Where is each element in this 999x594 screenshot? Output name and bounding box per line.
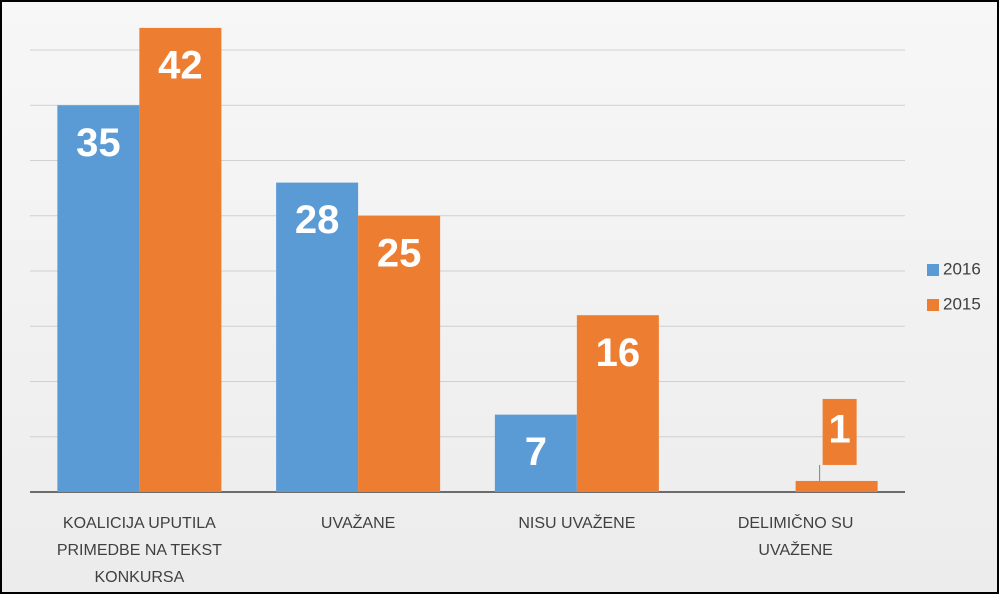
- bar: [276, 182, 359, 492]
- bar: [139, 27, 222, 493]
- data-label: 28: [295, 198, 340, 242]
- x-tick-label: DELIMIČNO SU UVAŽENE: [738, 513, 854, 559]
- x-tick-label: NISU UVAŽENE: [518, 513, 635, 532]
- legend-swatch: [927, 299, 939, 311]
- data-label: 25: [377, 231, 422, 275]
- data-label-box: [822, 398, 857, 465]
- data-label: 42: [158, 43, 203, 87]
- legend-label: 2016: [943, 259, 981, 278]
- x-tick-label: KOALICIJA UPUTILA PRIMEDBE NA TEKST KONKUR…: [57, 515, 222, 586]
- bar: [795, 480, 878, 492]
- bar: [358, 215, 441, 492]
- bar: [57, 105, 140, 492]
- data-label: 7: [525, 430, 547, 474]
- x-tick-label: UVAŽANE: [321, 513, 395, 532]
- bar: [494, 414, 577, 492]
- data-label: 35: [76, 121, 121, 165]
- data-label: 1: [829, 408, 851, 452]
- data-label: 16: [596, 331, 641, 375]
- legend-label: 2015: [943, 294, 981, 313]
- legend-swatch: [927, 264, 939, 276]
- bar: [576, 315, 659, 492]
